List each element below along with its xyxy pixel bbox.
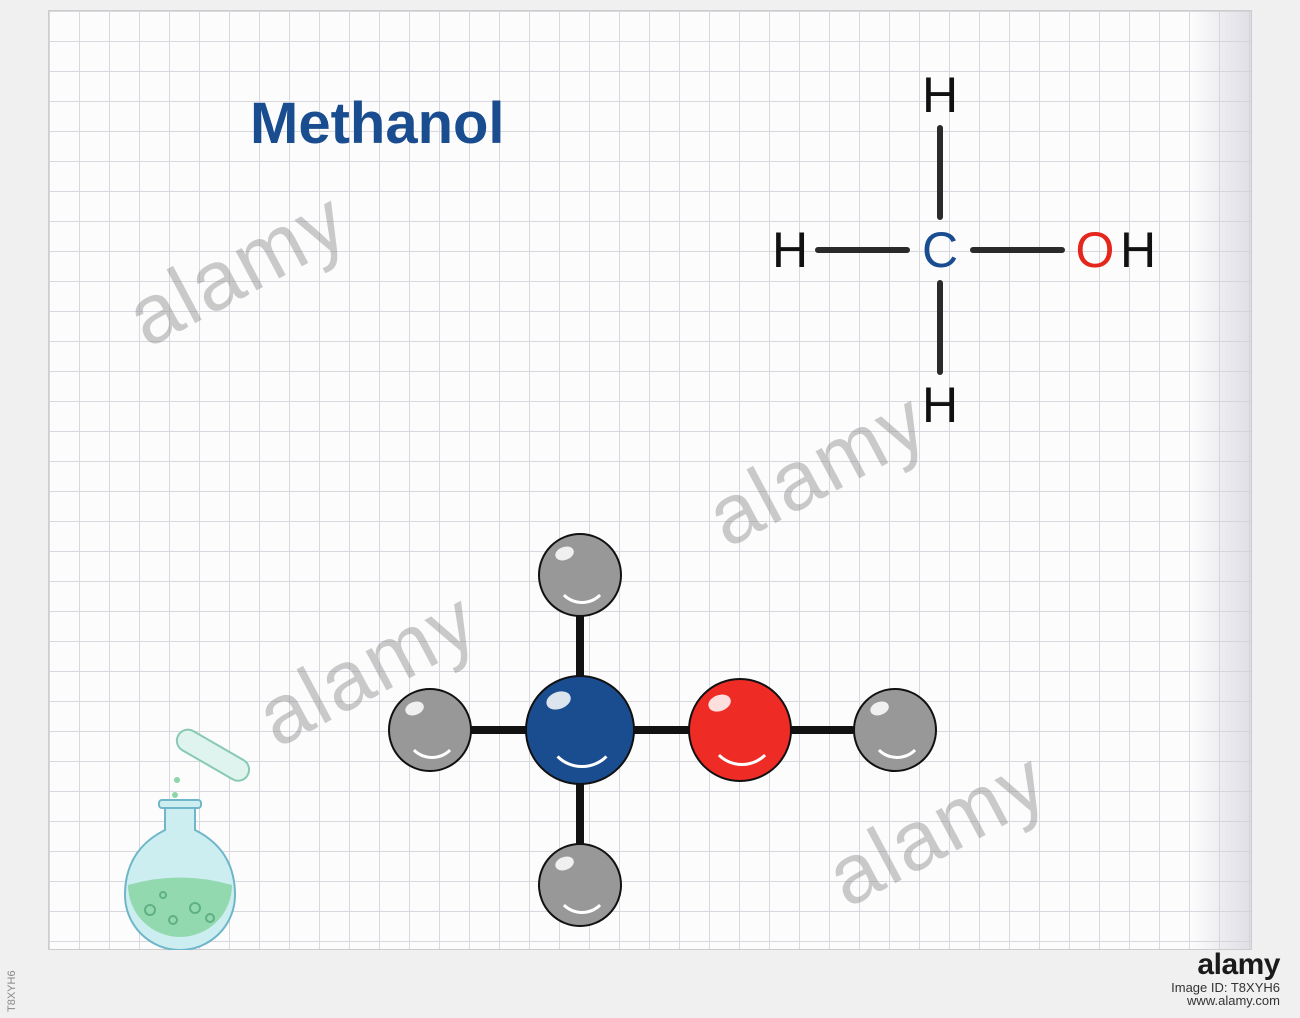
atom-label-Hb: H bbox=[922, 376, 958, 434]
atom-label-Hl: H bbox=[772, 221, 808, 279]
atom-label-O: O bbox=[1076, 221, 1115, 279]
atom-ball-C bbox=[525, 675, 635, 785]
atom-ball-O bbox=[688, 678, 792, 782]
bond bbox=[937, 125, 943, 220]
atom-label-C: C bbox=[922, 221, 958, 279]
bond bbox=[937, 280, 943, 375]
page-fold-shadow bbox=[1191, 11, 1251, 949]
stock-brand-name: alamy bbox=[1171, 948, 1280, 982]
atom-label-Hr: H bbox=[1120, 221, 1156, 279]
stock-brand-footer: alamy Image ID: T8XYH6 www.alamy.com bbox=[1171, 948, 1280, 1008]
model-bond bbox=[455, 726, 855, 734]
atom-label-Ht: H bbox=[922, 66, 958, 124]
bond bbox=[815, 247, 910, 253]
stock-url: www.alamy.com bbox=[1171, 993, 1280, 1008]
atom-ball-Hr bbox=[853, 688, 937, 772]
compound-title: Methanol bbox=[250, 90, 505, 157]
side-image-code: T8XYH6 bbox=[6, 970, 18, 1012]
atom-ball-Hb bbox=[538, 843, 622, 927]
atom-ball-Ht bbox=[538, 533, 622, 617]
bond bbox=[970, 247, 1065, 253]
flask-icon bbox=[95, 720, 285, 955]
